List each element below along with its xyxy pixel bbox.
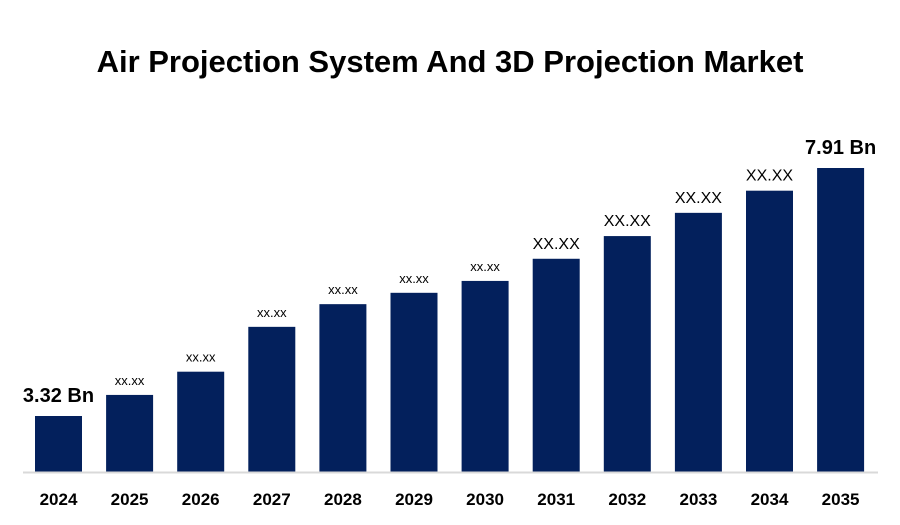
data-label-2025: xx.xx <box>115 373 145 388</box>
x-tick-label: 2030 <box>466 490 504 509</box>
bar-2032 <box>603 236 651 472</box>
data-label-2030: xx.xx <box>470 259 500 274</box>
data-label-2026: xx.xx <box>186 350 216 365</box>
data-label-2033: XX.XX <box>675 190 722 207</box>
bar-2025 <box>106 394 154 472</box>
bar-2028 <box>319 304 367 472</box>
bar-2026 <box>177 371 225 472</box>
x-tick-label: 2034 <box>751 490 789 509</box>
data-label-2035: 7.91 Bn <box>805 137 876 159</box>
data-label-2027: xx.xx <box>257 305 287 320</box>
x-tick-label: 2032 <box>608 490 646 509</box>
data-label-2031: XX.XX <box>533 236 580 253</box>
x-tick-label: 2028 <box>324 490 362 509</box>
data-label-2029: xx.xx <box>399 271 429 286</box>
data-label-2032: XX.XX <box>604 213 651 230</box>
x-tick-label: 2027 <box>253 490 291 509</box>
bar-2029 <box>390 292 438 472</box>
data-label-2024: 3.32 Bn <box>23 385 94 407</box>
x-tick-label: 2024 <box>40 490 78 509</box>
x-tick-label: 2025 <box>111 490 149 509</box>
bar-2030 <box>461 280 509 472</box>
bar-2033 <box>674 212 722 472</box>
x-tick-label: 2035 <box>822 490 860 509</box>
data-label-2034: XX.XX <box>746 168 793 185</box>
bar-2027 <box>248 326 296 472</box>
x-tick-label: 2026 <box>182 490 220 509</box>
bar-2031 <box>532 258 580 472</box>
x-tick-label: 2033 <box>679 490 717 509</box>
data-label-2028: xx.xx <box>328 282 358 297</box>
x-tick-label: 2029 <box>395 490 433 509</box>
bar-2035 <box>817 168 865 472</box>
bar-2034 <box>746 190 793 472</box>
chart-title: Air Projection System And 3D Projection … <box>96 44 804 79</box>
bar-2024 <box>35 416 82 472</box>
x-tick-label: 2031 <box>537 490 575 509</box>
